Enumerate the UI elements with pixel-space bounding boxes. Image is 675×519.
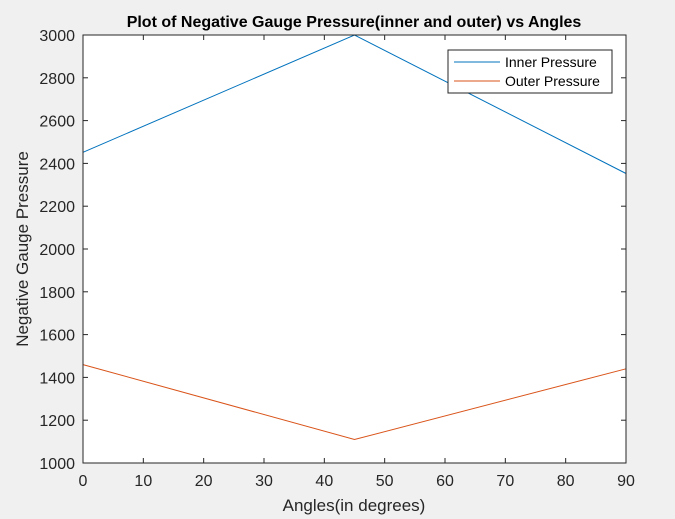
y-tick-label: 2200 <box>39 199 75 216</box>
y-tick-label: 2000 <box>39 242 75 259</box>
y-tick-label: 2600 <box>39 114 75 131</box>
legend-box <box>447 49 613 94</box>
plot-area <box>83 35 626 463</box>
x-tick-label: 80 <box>557 473 575 490</box>
x-tick-label: 10 <box>134 473 152 490</box>
y-tick-label: 2800 <box>39 71 75 88</box>
legend[interactable]: Inner Pressure Outer Pressure <box>447 49 613 94</box>
x-axis-label: Angles(in degrees) <box>283 496 426 515</box>
y-axis-ticks: 1000 1200 1400 1600 1800 2000 2200 2400 2600 2800… <box>39 28 626 473</box>
y-tick-label: 3000 <box>39 28 75 45</box>
x-tick-label: 90 <box>617 473 635 490</box>
x-tick-label: 40 <box>315 473 333 490</box>
x-tick-label: 60 <box>436 473 454 490</box>
x-tick-label: 20 <box>195 473 213 490</box>
x-tick-label: 70 <box>496 473 514 490</box>
x-tick-label: 30 <box>255 473 273 490</box>
series-line-outer <box>82 364 627 441</box>
y-tick-label: 1400 <box>39 370 75 387</box>
y-tick-label: 1600 <box>39 328 75 345</box>
legend-label-inner: Inner Pressure <box>505 54 597 70</box>
legend-label-outer: Outer Pressure <box>505 73 600 89</box>
y-tick-label: 1000 <box>39 456 75 473</box>
chart-title: Plot of Negative Gauge Pressure(inner an… <box>127 14 582 31</box>
y-tick-label: 1200 <box>39 413 75 430</box>
x-axis-ticks: 0 10 20 30 40 50 60 70 80 90 <box>79 35 635 490</box>
x-tick-label: 50 <box>376 473 394 490</box>
y-tick-label: 1800 <box>39 285 75 302</box>
y-tick-label: 2400 <box>39 156 75 173</box>
y-axis-label: Negative Gauge Pressure <box>13 151 32 347</box>
x-tick-label: 0 <box>79 473 88 490</box>
